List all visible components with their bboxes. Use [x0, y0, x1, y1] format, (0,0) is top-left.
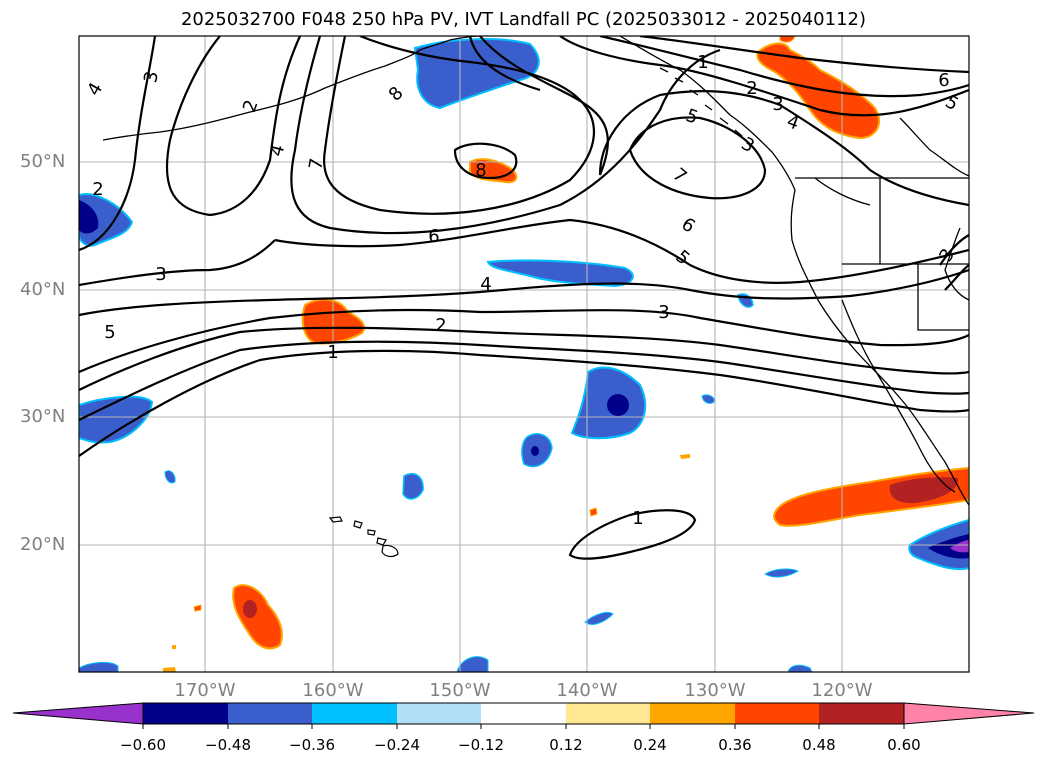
pv-fill-positive: [163, 36, 969, 672]
contour-label: 3: [935, 245, 959, 265]
contour-label: 4: [83, 79, 107, 99]
colorbar-tick: −0.36: [289, 736, 335, 754]
contour-label: 4: [266, 142, 289, 158]
colorbar-tick: 0.12: [549, 736, 583, 754]
colorbar-tick: 0.48: [802, 736, 836, 754]
lat-label-30n: 30°N: [20, 406, 66, 427]
colorbar-tick: 0.24: [633, 736, 667, 754]
lon-label-140w: 140°W: [556, 680, 618, 701]
graticule: [79, 36, 969, 672]
contour-label: 2: [92, 179, 103, 200]
colorbar-min-extend: [12, 702, 144, 725]
colorbar-bin: [819, 703, 904, 724]
pv-contours: [79, 36, 969, 560]
contour-label: 4: [784, 111, 802, 135]
colorbar-bin: [650, 703, 735, 724]
colorbar-tick: −0.48: [205, 736, 251, 754]
map-title: 2025032700 F048 250 hPa PV, IVT Landfall…: [180, 9, 867, 30]
lon-label-130w: 130°W: [684, 680, 746, 701]
colorbar-tick: −0.60: [120, 736, 166, 754]
lon-label-160w: 160°W: [302, 680, 364, 701]
contour-label: 6: [938, 70, 949, 91]
colorbar-bin: [735, 703, 819, 724]
colorbar-bin: [566, 703, 650, 724]
contour-label: 2: [239, 97, 263, 115]
colorbar-tick: 0.60: [887, 736, 921, 754]
contour-label: 3: [658, 302, 669, 323]
contour-label: 4: [480, 274, 491, 295]
contour-label: 7: [305, 157, 328, 172]
lat-label-20n: 20°N: [20, 534, 66, 555]
colorbar-bin: [397, 703, 481, 724]
contour-label: 5: [942, 91, 962, 115]
contour-label: 5: [104, 322, 115, 343]
colorbar-max-extend: [903, 702, 1035, 725]
lon-label-150w: 150°W: [429, 680, 491, 701]
contour-label: 7: [668, 164, 690, 187]
pv-fill-negative: [79, 38, 969, 672]
hawaii-islands: [328, 516, 399, 558]
map-frame: [78, 35, 970, 673]
contour-label: 1: [327, 342, 338, 363]
lon-label-170w: 170°W: [174, 680, 236, 701]
contour-label: 6: [677, 214, 698, 238]
colorbar-bin: [312, 703, 397, 724]
contour-label: 2: [746, 78, 757, 99]
contour-label: 8: [475, 160, 486, 181]
contour-label: 1: [697, 52, 708, 73]
colorbar-bin: [481, 703, 566, 724]
contour-label: 1: [632, 508, 643, 529]
colorbar-tick: −0.24: [374, 736, 420, 754]
lat-label-50n: 50°N: [20, 151, 66, 172]
colorbar-tick: −0.12: [458, 736, 504, 754]
colorbar-bin: [143, 703, 228, 724]
colorbar: [12, 702, 1035, 729]
contour-label: 8: [385, 83, 408, 106]
contour-label: 6: [428, 226, 439, 247]
contour-label: 3: [155, 264, 166, 285]
colorbar-bin: [228, 703, 312, 724]
contour-label: 3: [140, 70, 163, 85]
contour-label: 3: [772, 94, 783, 115]
colorbar-tick: 0.36: [718, 736, 752, 754]
lon-label-120w: 120°W: [811, 680, 873, 701]
contour-label: 2: [435, 315, 446, 336]
lat-label-40n: 40°N: [20, 279, 66, 300]
